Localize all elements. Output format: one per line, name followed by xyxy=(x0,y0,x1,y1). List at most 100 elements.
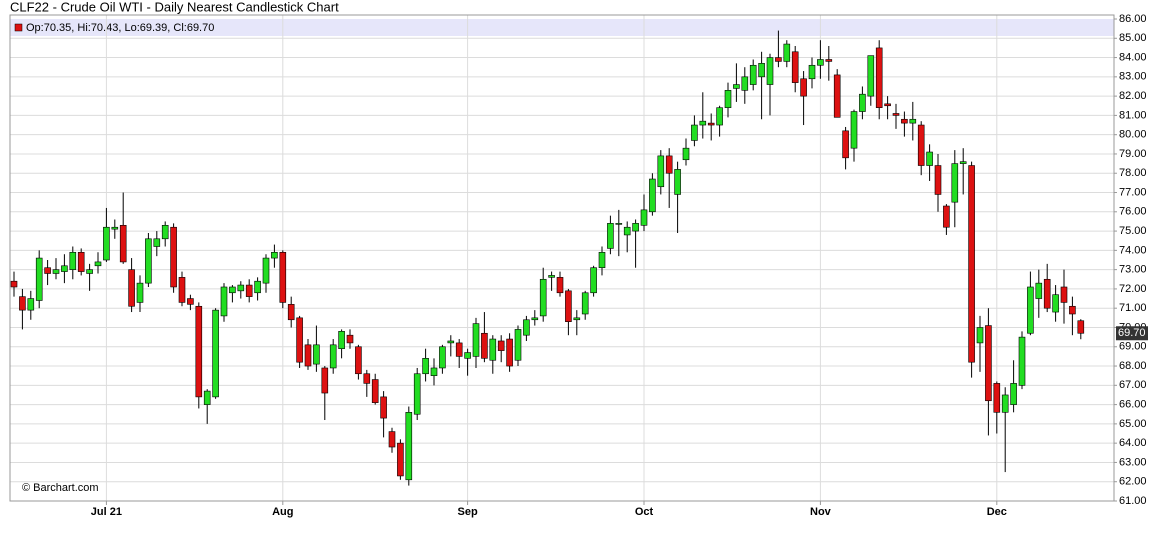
y-tick-label: 76.00 xyxy=(1119,206,1147,218)
legend-band xyxy=(10,19,1114,36)
candle-body xyxy=(1035,282,1043,299)
y-tick-label: 78.00 xyxy=(1119,167,1147,179)
candle-body xyxy=(77,251,85,272)
candle-body xyxy=(19,296,26,311)
candle-body xyxy=(237,284,245,292)
candle-body xyxy=(959,161,967,164)
candle-body xyxy=(859,93,866,112)
candle-body xyxy=(371,379,379,403)
candle-body xyxy=(892,113,900,116)
candle-body xyxy=(581,292,589,315)
candle-body xyxy=(355,346,362,375)
y-tick-label: 80.00 xyxy=(1119,129,1147,141)
candle-body xyxy=(489,338,497,361)
candle-body xyxy=(850,111,858,149)
candle-body xyxy=(548,275,555,278)
candle-body xyxy=(128,269,135,307)
candle-body xyxy=(161,224,169,240)
candle-body xyxy=(682,147,690,161)
y-tick-label: 75.00 xyxy=(1119,225,1147,237)
y-tick-label: 63.00 xyxy=(1119,456,1147,468)
candle-body xyxy=(397,442,404,477)
candle-body xyxy=(329,344,337,369)
candle-body xyxy=(119,224,127,263)
candle-body xyxy=(153,238,161,247)
candle-body xyxy=(741,76,749,91)
candle-body xyxy=(321,367,329,394)
y-tick-label: 66.00 xyxy=(1119,399,1147,411)
candle-body xyxy=(640,209,648,226)
candle-body xyxy=(934,165,942,195)
candle-body xyxy=(1060,286,1068,303)
candle-body xyxy=(607,223,614,249)
candle-body xyxy=(1043,278,1051,309)
candle-body xyxy=(1052,294,1059,313)
candle-body xyxy=(10,280,18,288)
candle-body xyxy=(573,317,581,321)
candle-body xyxy=(422,358,429,375)
x-tick-label: Dec xyxy=(987,506,1007,518)
candle-body xyxy=(917,124,925,166)
x-tick-label: Jul 21 xyxy=(91,506,122,518)
candle-body xyxy=(909,118,917,124)
y-tick-label: 74.00 xyxy=(1119,244,1147,256)
y-tick-label: 83.00 xyxy=(1119,71,1147,83)
candle-body xyxy=(455,342,463,357)
candle-body xyxy=(1001,394,1009,413)
candle-body xyxy=(733,84,740,89)
legend-swatch xyxy=(14,23,23,32)
candle-body xyxy=(388,431,396,448)
candle-body xyxy=(481,332,488,359)
y-tick-label: 71.00 xyxy=(1119,302,1147,314)
y-tick-label: 72.00 xyxy=(1119,283,1147,295)
candle-body xyxy=(170,226,177,288)
candle-body xyxy=(716,107,723,126)
watermark: © Barchart.com xyxy=(22,482,99,494)
candle-body xyxy=(531,317,539,321)
last-price-tag xyxy=(1116,326,1148,341)
candle-body xyxy=(271,251,278,259)
candle-body xyxy=(817,59,824,66)
candle-body xyxy=(976,327,984,344)
candle-body xyxy=(187,298,194,305)
y-tick-label: 68.00 xyxy=(1119,360,1147,372)
candle-body xyxy=(623,226,631,236)
candle-body xyxy=(363,373,371,384)
candle-body xyxy=(313,344,320,365)
y-tick-label: 81.00 xyxy=(1119,109,1147,121)
candle-body xyxy=(178,277,186,303)
candle-body xyxy=(783,43,791,62)
candle-body xyxy=(86,269,93,274)
y-tick-label: 61.00 xyxy=(1119,495,1147,507)
candle-body xyxy=(195,305,203,398)
candle-body xyxy=(35,257,43,301)
y-tick-label: 62.00 xyxy=(1119,476,1147,488)
candle-body xyxy=(413,373,421,415)
y-tick-label: 82.00 xyxy=(1119,90,1147,102)
candle-body xyxy=(279,251,287,303)
candle-body xyxy=(380,396,387,419)
candle-body xyxy=(791,51,799,83)
candle-body xyxy=(220,286,228,317)
candle-body xyxy=(287,304,295,321)
candle-body xyxy=(304,344,312,367)
candle-body xyxy=(1069,305,1076,315)
candle-body xyxy=(439,346,446,369)
y-tick-label: 84.00 xyxy=(1119,51,1147,63)
candle-body xyxy=(724,90,732,108)
candle-body xyxy=(867,55,875,97)
candle-body xyxy=(800,78,807,97)
candle-body xyxy=(590,267,597,294)
candle-body xyxy=(405,412,413,481)
candle-body xyxy=(875,47,883,108)
x-tick-label: Sep xyxy=(458,506,478,518)
candle-body xyxy=(212,309,219,398)
legend-text: Op:70.35, Hi:70.43, Lo:69.39, Cl:69.70 xyxy=(26,22,214,34)
plot-area xyxy=(10,15,1114,501)
x-tick-label: Oct xyxy=(635,506,654,518)
candle-body xyxy=(707,122,715,126)
candle-body xyxy=(61,265,68,272)
candle-body xyxy=(523,319,530,336)
candle-body xyxy=(506,338,513,367)
